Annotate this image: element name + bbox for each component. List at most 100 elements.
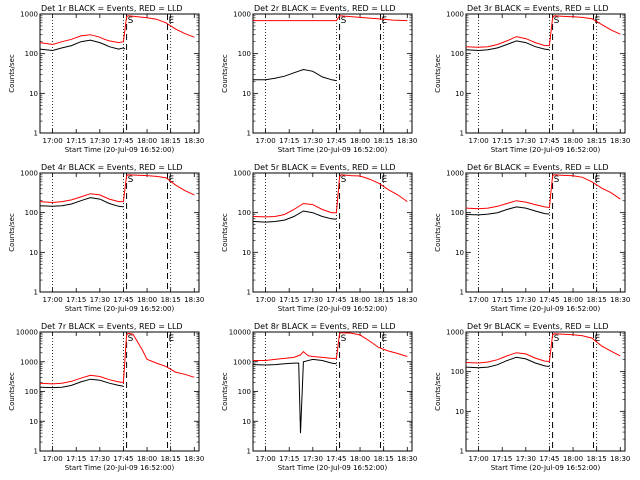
chart-title: Det 3r BLACK = Events, RED = LLD (467, 4, 609, 13)
x-tick-label: 18:30 (397, 455, 417, 463)
y-tick-label: 100 (25, 209, 38, 217)
plot-frame (39, 172, 200, 293)
chart-panel-7: Det 7r BLACK = Events, RED = LLD 17:00 17:… (8, 322, 204, 472)
x-tick-label: 18:30 (610, 137, 630, 145)
x-axis-label: Start Time (20-Jul-09 16:52:00) (278, 305, 388, 313)
x-tick-label: 17:15 (66, 296, 86, 304)
y-tick-label: 1000 (233, 11, 251, 19)
x-tick-label: 18:00 (563, 296, 583, 304)
y-tick-label: 1 (460, 130, 464, 138)
plot-frame (39, 13, 200, 134)
y-axis-label: Counts/sec (221, 54, 229, 93)
lld-series-line (253, 15, 408, 22)
y-axis-label: Counts/sec (221, 213, 229, 252)
events-series-line (39, 197, 124, 208)
y-axis-label: Counts/sec (434, 54, 442, 93)
start-marker: S (554, 175, 560, 185)
x-tick-label: 18:15 (587, 296, 607, 304)
x-tick-label: 18:15 (161, 455, 181, 463)
y-tick-label: 100 (238, 388, 251, 396)
x-tick-label: 17:00 (255, 137, 275, 145)
end-marker: E (382, 16, 388, 26)
plot-frame (252, 331, 413, 452)
x-tick-label: 17:30 (303, 455, 323, 463)
x-tick-label: 17:45 (539, 455, 559, 463)
chart-panel-3: Det 3r BLACK = Events, RED = LLD 17:00 17:… (434, 4, 630, 154)
x-tick-label: 17:00 (255, 455, 275, 463)
x-tick-label: 18:00 (350, 296, 370, 304)
x-tick-label: 18:00 (563, 137, 583, 145)
x-tick-label: 18:30 (397, 137, 417, 145)
x-tick-label: 18:30 (184, 296, 204, 304)
y-tick-label: 1 (460, 289, 464, 297)
x-tick-label: 17:30 (90, 455, 110, 463)
plot-frame (252, 13, 413, 134)
x-tick-label: 17:45 (326, 455, 346, 463)
x-tick-label: 17:45 (326, 296, 346, 304)
x-tick-label: 17:30 (303, 137, 323, 145)
lld-series-line (253, 332, 408, 361)
chart-title: Det 5r BLACK = Events, RED = LLD (254, 163, 396, 172)
chart-title: Det 2r BLACK = Events, RED = LLD (254, 4, 396, 13)
chart-panel-1: Det 1r BLACK = Events, RED = LLD 17:00 17:… (8, 4, 204, 154)
events-series-line (465, 40, 550, 52)
lld-series-line (465, 15, 621, 48)
y-tick-label: 100 (451, 209, 464, 217)
start-marker: S (128, 334, 134, 344)
y-tick-label: 10 (29, 249, 38, 257)
chart-title: Det 9r BLACK = Events, RED = LLD (467, 322, 609, 331)
y-axis-label: Counts/sec (8, 54, 16, 93)
x-tick-label: 17:00 (468, 137, 488, 145)
lld-series-line (465, 174, 621, 210)
x-axis-label: Start Time (20-Jul-09 16:52:00) (278, 146, 388, 154)
end-marker: E (382, 175, 388, 185)
x-tick-label: 18:15 (587, 137, 607, 145)
lld-series-line (39, 332, 195, 385)
chart-title: Det 7r BLACK = Events, RED = LLD (41, 322, 183, 331)
events-series-line (252, 358, 337, 434)
x-tick-label: 17:45 (326, 137, 346, 145)
start-marker: S (128, 16, 134, 26)
x-tick-label: 17:15 (492, 455, 512, 463)
y-tick-label: 1 (460, 448, 464, 456)
y-tick-label: 10 (455, 408, 464, 416)
x-tick-label: 18:30 (184, 137, 204, 145)
x-tick-label: 18:00 (137, 455, 157, 463)
y-tick-label: 1000 (20, 11, 38, 19)
x-axis-label: Start Time (20-Jul-09 16:52:00) (65, 146, 175, 154)
x-tick-label: 17:15 (66, 137, 86, 145)
x-tick-label: 17:15 (279, 296, 299, 304)
x-tick-label: 17:30 (303, 296, 323, 304)
events-series-line (252, 210, 337, 223)
x-tick-label: 17:15 (492, 137, 512, 145)
y-tick-label: 1000 (20, 170, 38, 178)
plot-frame (465, 13, 626, 134)
chart-title: Det 6r BLACK = Events, RED = LLD (467, 163, 609, 172)
x-tick-label: 17:00 (255, 296, 275, 304)
x-axis-label: Start Time (20-Jul-09 16:52:00) (491, 146, 601, 154)
x-tick-label: 18:30 (610, 296, 630, 304)
y-tick-label: 1000 (446, 329, 464, 337)
chart-panel-8: Det 8r BLACK = Events, RED = LLD 17:00 17:… (221, 322, 417, 472)
x-tick-label: 18:30 (397, 296, 417, 304)
x-tick-label: 17:45 (113, 296, 133, 304)
events-series-line (465, 206, 550, 216)
x-tick-label: 18:30 (184, 455, 204, 463)
events-series-line (465, 356, 550, 369)
plot-frame (252, 172, 413, 293)
chart-title: Det 8r BLACK = Events, RED = LLD (254, 322, 396, 331)
lld-series-line (39, 174, 195, 204)
x-tick-label: 17:45 (113, 137, 133, 145)
events-series-line (39, 378, 124, 389)
chart-panel-6: Det 6r BLACK = Events, RED = LLD 17:00 17:… (434, 163, 630, 313)
x-tick-label: 17:45 (539, 296, 559, 304)
start-marker: S (554, 16, 560, 26)
events-series-line (39, 39, 126, 52)
y-tick-label: 1 (34, 448, 38, 456)
x-tick-label: 17:30 (516, 137, 536, 145)
x-tick-label: 17:00 (468, 296, 488, 304)
y-tick-label: 100 (25, 50, 38, 58)
x-tick-label: 17:15 (492, 296, 512, 304)
chart-title: Det 1r BLACK = Events, RED = LLD (41, 4, 183, 13)
y-tick-label: 10000 (16, 329, 38, 337)
